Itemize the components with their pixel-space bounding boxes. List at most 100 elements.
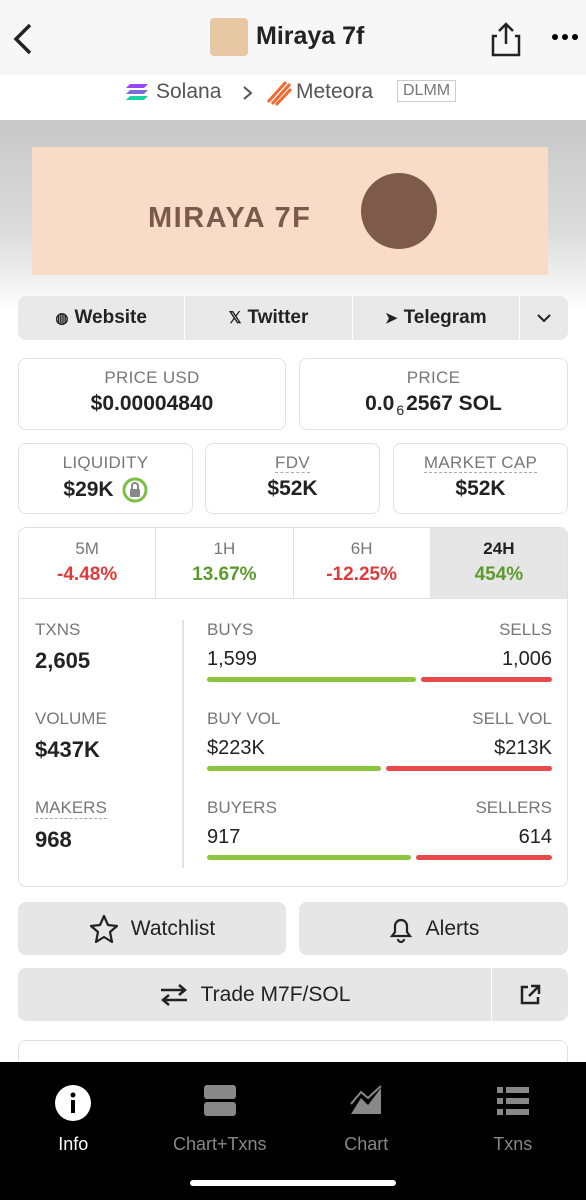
price-card: PRICE 0.0 62567 SOL	[299, 358, 568, 430]
buy-bar	[207, 677, 416, 682]
pool-badge: DLMM	[397, 80, 457, 102]
meteora-icon	[266, 80, 292, 106]
external-icon	[520, 984, 541, 1004]
timeframe-tab[interactable]: 5M -4.48%	[19, 528, 157, 598]
back-button[interactable]	[10, 22, 36, 56]
share-button[interactable]	[490, 20, 522, 58]
button-label: Watchlist	[130, 916, 216, 940]
split-labels: BUY VOL SELL VOL	[207, 709, 552, 729]
home-indicator	[190, 1180, 396, 1186]
nav-icon	[54, 1084, 92, 1124]
timeframe-tab[interactable]: 24H 454%	[430, 528, 567, 598]
twitter-link[interactable]: 𝕏 Twitter	[185, 296, 353, 340]
stat-value: $0.00004840	[90, 392, 214, 415]
timeframe-tab[interactable]: 6H -12.25%	[294, 528, 431, 598]
link-label: Website	[74, 307, 147, 328]
metric: VOLUME $437K	[35, 709, 107, 763]
icon	[55, 1085, 92, 1121]
button-label: Trade M7F/SOL	[200, 982, 351, 1006]
links-expand[interactable]	[520, 296, 568, 340]
telegram-icon: ➤	[384, 310, 398, 327]
link-label: Twitter	[247, 307, 309, 328]
stat-value: $29K	[63, 478, 114, 501]
nav-icon	[349, 1084, 383, 1124]
globe-icon: ◍	[55, 310, 69, 327]
icon	[496, 1087, 529, 1115]
trade-button[interactable]: Trade M7F/SOL	[18, 968, 568, 1021]
sell-bar	[420, 677, 552, 682]
fdv-card: FDV $52K	[205, 443, 380, 514]
activity-card: 5M -4.48% 1H 13.67% 6H -12.25% 24H 454% TXNS 2,6…	[18, 527, 568, 887]
bottom-nav: Info Chart+Txns Chart Txns	[0, 1062, 586, 1200]
metric-value: 968	[35, 827, 72, 852]
trade-main[interactable]: Trade M7F/SOL	[18, 968, 492, 1021]
price-end: 2567 SOL	[406, 392, 502, 415]
metric: TXNS 2,605	[35, 620, 90, 674]
nav-label: Chart	[344, 1134, 389, 1154]
price-usd-card: PRICE USD $0.00004840	[18, 358, 286, 430]
stat-value: $52K	[455, 477, 506, 500]
timeframe-change: 13.67%	[192, 564, 257, 585]
market-cap-card: MARKET CAP $52K	[393, 443, 568, 514]
split-metric: BUY VOL SELL VOL $223K $213K	[207, 709, 552, 771]
stat-label: MARKET CAP	[423, 453, 538, 473]
x-icon: 𝕏	[228, 310, 242, 327]
timeframe-label: 1H	[213, 539, 236, 558]
banner-text: MIRAYA 7F	[148, 202, 312, 234]
timeframe-change: -4.48%	[57, 564, 118, 585]
timeframe-label: 24H	[483, 539, 515, 558]
sell-value: $213K	[494, 737, 552, 759]
swap-icon	[160, 983, 187, 1006]
external-link[interactable]	[492, 983, 568, 1007]
split-bar	[207, 766, 552, 771]
timeframe-label: 6H	[350, 539, 373, 558]
nav-item[interactable]: Chart	[293, 1062, 440, 1200]
more-button[interactable]	[550, 32, 580, 42]
split-labels: BUYS SELLS	[207, 620, 552, 640]
telegram-link[interactable]: ➤ Telegram	[353, 296, 520, 340]
stat-label: PRICE USD	[104, 368, 200, 387]
sell-value: 1,006	[501, 648, 552, 670]
nav-icon	[496, 1084, 530, 1124]
zero-count: 6	[396, 402, 405, 419]
sell-label: SELLS	[499, 620, 552, 639]
dex-name[interactable]: Meteora	[296, 80, 374, 103]
nav-label: Chart+Txns	[172, 1134, 267, 1154]
price-start: 0.0	[365, 392, 395, 415]
stat-value: $52K	[267, 477, 318, 500]
bell-icon	[389, 918, 412, 943]
lock-icon	[122, 477, 148, 503]
timeframe-tabs: 5M -4.48% 1H 13.67% 6H -12.25% 24H 454%	[19, 528, 567, 599]
buy-value: 917	[207, 826, 241, 848]
chain-name[interactable]: Solana	[156, 80, 222, 103]
star-icon	[89, 914, 118, 943]
nav-icon	[203, 1084, 237, 1124]
timeframe-label: 5M	[75, 539, 99, 558]
nav-item[interactable]: Txns	[440, 1062, 586, 1200]
alerts-button[interactable]: Alerts	[299, 902, 568, 955]
nav-label: Txns	[493, 1134, 533, 1154]
buy-bar	[207, 766, 381, 771]
stat-value: 0.0 62567 SOL	[300, 392, 567, 418]
stat-label: PRICE	[406, 368, 461, 387]
nav-item[interactable]: Info	[0, 1062, 147, 1200]
buy-value: $223K	[207, 737, 265, 759]
split-bar	[207, 677, 552, 682]
metric-label: VOLUME	[35, 709, 107, 728]
solana-icon	[126, 84, 148, 100]
buy-bar	[207, 855, 411, 860]
chevron-down	[537, 314, 551, 323]
timeframe-tab[interactable]: 1H 13.67%	[156, 528, 294, 598]
nav-item[interactable]: Chart+Txns	[147, 1062, 294, 1200]
split-values: 917 614	[207, 826, 552, 849]
metric-label: TXNS	[35, 620, 81, 639]
stat-label: LIQUIDITY	[62, 453, 149, 472]
nav-label: Info	[58, 1134, 89, 1154]
website-link[interactable]: ◍ Website	[18, 296, 186, 340]
icon	[203, 1085, 236, 1116]
watchlist-button[interactable]: Watchlist	[18, 902, 286, 955]
sell-value: 614	[518, 826, 552, 848]
links-bar: ◍ Website 𝕏 Twitter ➤ Telegram	[18, 296, 568, 340]
